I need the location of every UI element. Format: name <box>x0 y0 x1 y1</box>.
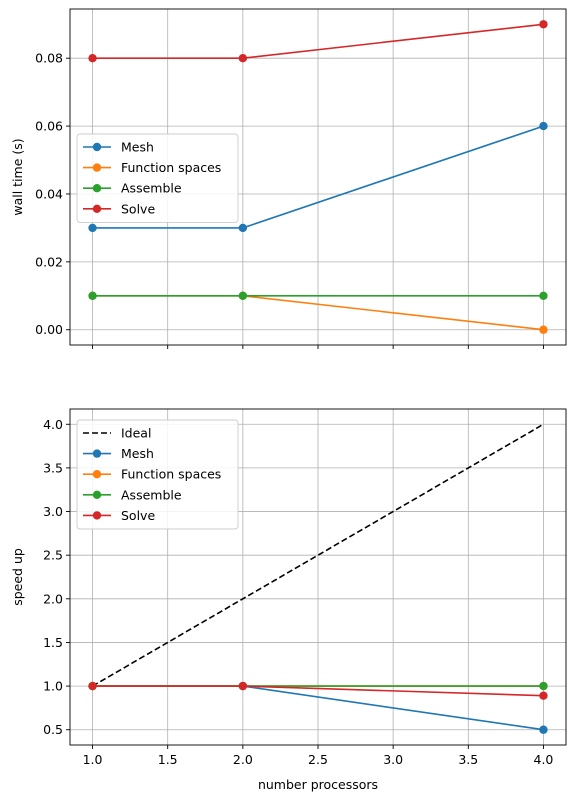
y-tick-label: 0.06 <box>35 119 63 134</box>
data-point <box>88 54 97 63</box>
y-tick-label: 0.02 <box>35 254 63 269</box>
legend-label: Ideal <box>121 426 151 441</box>
x-tick-label: 3.0 <box>383 752 403 767</box>
data-point <box>539 325 548 334</box>
legend-label: Solve <box>121 508 155 523</box>
legend-marker <box>92 184 102 193</box>
legend-label: Solve <box>121 201 155 216</box>
data-point <box>539 691 548 700</box>
legend-box <box>76 133 239 223</box>
y-tick-label: 2.0 <box>43 591 63 606</box>
y-tick-label: 3.0 <box>43 504 63 519</box>
y-axis-label: speed up <box>10 548 25 606</box>
legend-marker <box>92 163 102 172</box>
data-point <box>88 681 97 691</box>
legend-label: Assemble <box>121 487 182 502</box>
legend-label: Function spaces <box>121 160 221 175</box>
legend-label: Function spaces <box>121 467 221 482</box>
y-axis-label: wall time (s) <box>10 138 25 215</box>
x-tick-label: 4.0 <box>534 752 554 767</box>
data-point <box>88 291 97 300</box>
legend-marker <box>92 511 102 520</box>
series-line <box>92 423 544 687</box>
data-point <box>539 291 548 300</box>
y-tick-label: 4.0 <box>43 417 63 432</box>
legend-marker <box>92 470 102 479</box>
x-tick-label: 1.5 <box>158 752 178 767</box>
legend-label: Mesh <box>121 446 154 461</box>
data-point <box>238 681 248 691</box>
data-point <box>238 291 248 300</box>
legend-marker <box>92 449 102 458</box>
legend-marker <box>92 204 102 213</box>
x-tick-label: 2.5 <box>308 752 328 767</box>
x-tick-label: 2.0 <box>233 752 253 767</box>
x-tick-label: 1.0 <box>83 752 103 767</box>
data-point <box>539 681 548 691</box>
y-tick-label: 1.0 <box>43 679 63 694</box>
legend-marker <box>92 490 102 499</box>
data-point <box>238 223 248 233</box>
legend-label: Assemble <box>121 181 182 196</box>
y-tick-label: 1.5 <box>43 635 63 650</box>
data-point <box>539 121 548 131</box>
legend-marker <box>92 142 102 152</box>
wall-time-chart: 0.00 0.02 0.04 0.06 0.08 wall time (s) Mesh Fun… <box>10 8 567 349</box>
y-tick-label: 0.04 <box>35 186 63 201</box>
x-tick-label: 3.5 <box>458 752 478 767</box>
y-tick-label: 0.5 <box>43 722 63 737</box>
y-tick-label: 3.5 <box>43 460 63 475</box>
data-point <box>539 725 548 734</box>
speed-up-chart: 1.0 1.5 2.0 2.5 3.0 3.5 4.0 0.5 1.0 1.5 2.0 2.5 3.0 3… <box>10 408 567 792</box>
data-point <box>539 20 548 29</box>
data-point <box>238 54 248 63</box>
y-tick-label: 2.5 <box>43 548 63 563</box>
legend-box <box>76 419 239 530</box>
data-point <box>88 223 97 233</box>
legend-label: Mesh <box>121 140 154 155</box>
y-tick-label: 0.00 <box>35 322 63 337</box>
y-tick-label: 0.08 <box>35 51 63 66</box>
x-axis-label: number processors <box>258 777 378 792</box>
